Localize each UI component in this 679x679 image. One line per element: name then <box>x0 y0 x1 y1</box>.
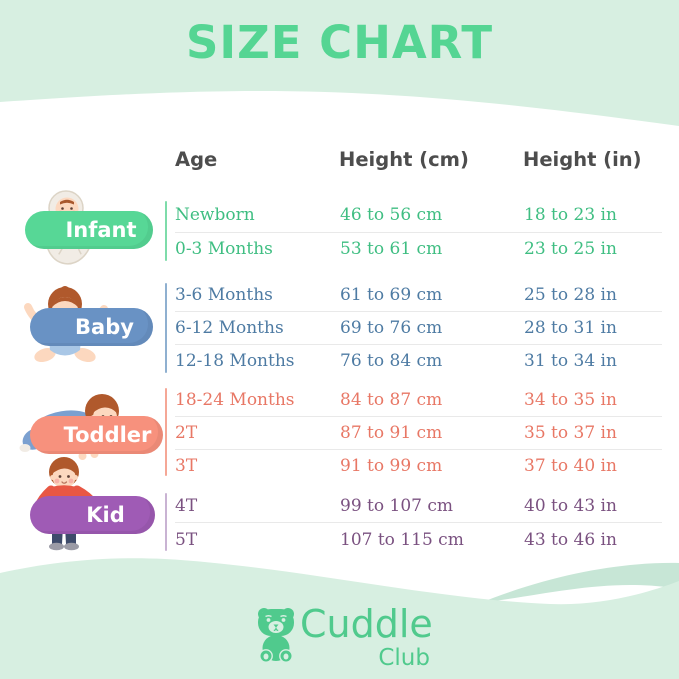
height-in-cell: 34 to 35 in <box>524 390 617 410</box>
kid-badge-label: Kid <box>86 503 125 527</box>
height-cm-cell: 87 to 91 cm <box>340 423 443 443</box>
brand-name-secondary: Club <box>378 645 430 671</box>
height-in-cell: 37 to 40 in <box>524 456 617 476</box>
table-row: 6-12 Months 69 to 76 cm 28 to 31 in <box>175 312 662 345</box>
height-in-cell: 25 to 28 in <box>524 285 617 305</box>
column-header-height-in: Height (in) <box>523 148 642 171</box>
kid-section-line <box>165 493 167 551</box>
height-cm-cell: 99 to 107 cm <box>340 495 453 516</box>
height-cm-cell: 61 to 69 cm <box>340 285 443 305</box>
height-in-cell: 43 to 46 in <box>524 529 617 550</box>
bottom-wave-decoration <box>0 558 679 679</box>
height-cm-cell: 84 to 87 cm <box>340 390 443 410</box>
table-row: 5T 107 to 115 cm 43 to 46 in <box>175 523 662 556</box>
table-row: 12-18 Months 76 to 84 cm 31 to 34 in <box>175 345 662 377</box>
height-in-cell: 40 to 43 in <box>524 495 617 516</box>
height-cm-cell: 107 to 115 cm <box>340 529 464 550</box>
toddler-section-line <box>165 388 167 476</box>
table-row: Newborn 46 to 56 cm 18 to 23 in <box>175 199 662 233</box>
infant-badge-label: Infant <box>65 218 137 242</box>
height-cm-cell: 53 to 61 cm <box>340 238 443 259</box>
age-cell: 12-18 Months <box>175 351 295 371</box>
age-cell: 18-24 Months <box>175 390 295 410</box>
age-cell: 2T <box>175 423 198 443</box>
age-cell: 3-6 Months <box>175 285 273 305</box>
height-cm-cell: 91 to 99 cm <box>340 456 443 476</box>
baby-badge-label: Baby <box>75 315 134 339</box>
top-wave-decoration <box>0 0 679 126</box>
infant-rows: Newborn 46 to 56 cm 18 to 23 in 0-3 Mont… <box>175 199 662 265</box>
height-cm-cell: 46 to 56 cm <box>340 205 443 226</box>
age-cell: 0-3 Months <box>175 238 273 259</box>
height-cm-cell: 76 to 84 cm <box>340 351 443 371</box>
baby-section-line <box>165 283 167 373</box>
page-title: SIZE CHART <box>185 16 494 69</box>
table-row: 2T 87 to 91 cm 35 to 37 in <box>175 417 662 450</box>
baby-rows: 3-6 Months 61 to 69 cm 25 to 28 in 6-12 … <box>175 279 662 377</box>
teddy-bear-icon <box>258 608 294 663</box>
age-cell: 4T <box>175 495 198 516</box>
age-cell: 3T <box>175 456 198 476</box>
toddler-badge: Toddler <box>30 416 163 454</box>
height-in-cell: 18 to 23 in <box>524 205 617 226</box>
infant-section-line <box>165 201 167 261</box>
column-header-height-cm: Height (cm) <box>339 148 469 171</box>
table-row: 4T 99 to 107 cm 40 to 43 in <box>175 489 662 523</box>
table-row: 18-24 Months 84 to 87 cm 34 to 35 in <box>175 384 662 417</box>
age-cell: 5T <box>175 529 198 550</box>
baby-badge: Baby <box>30 308 153 346</box>
age-cell: Newborn <box>175 205 255 226</box>
kid-badge: Kid <box>30 496 155 534</box>
height-in-cell: 31 to 34 in <box>524 351 617 371</box>
infant-badge: Infant <box>25 211 153 249</box>
age-cell: 6-12 Months <box>175 318 284 338</box>
toddler-badge-label: Toddler <box>63 423 152 447</box>
toddler-rows: 18-24 Months 84 to 87 cm 34 to 35 in 2T … <box>175 384 662 482</box>
table-row: 3-6 Months 61 to 69 cm 25 to 28 in <box>175 279 662 312</box>
kid-rows: 4T 99 to 107 cm 40 to 43 in 5T 107 to 11… <box>175 489 662 556</box>
brand-name: Cuddle <box>300 602 433 646</box>
table-row: 0-3 Months 53 to 61 cm 23 to 25 in <box>175 233 662 266</box>
height-in-cell: 23 to 25 in <box>524 238 617 259</box>
height-in-cell: 35 to 37 in <box>524 423 617 443</box>
table-row: 3T 91 to 99 cm 37 to 40 in <box>175 450 662 482</box>
column-header-age: Age <box>175 148 218 171</box>
height-in-cell: 28 to 31 in <box>524 318 617 338</box>
height-cm-cell: 69 to 76 cm <box>340 318 443 338</box>
